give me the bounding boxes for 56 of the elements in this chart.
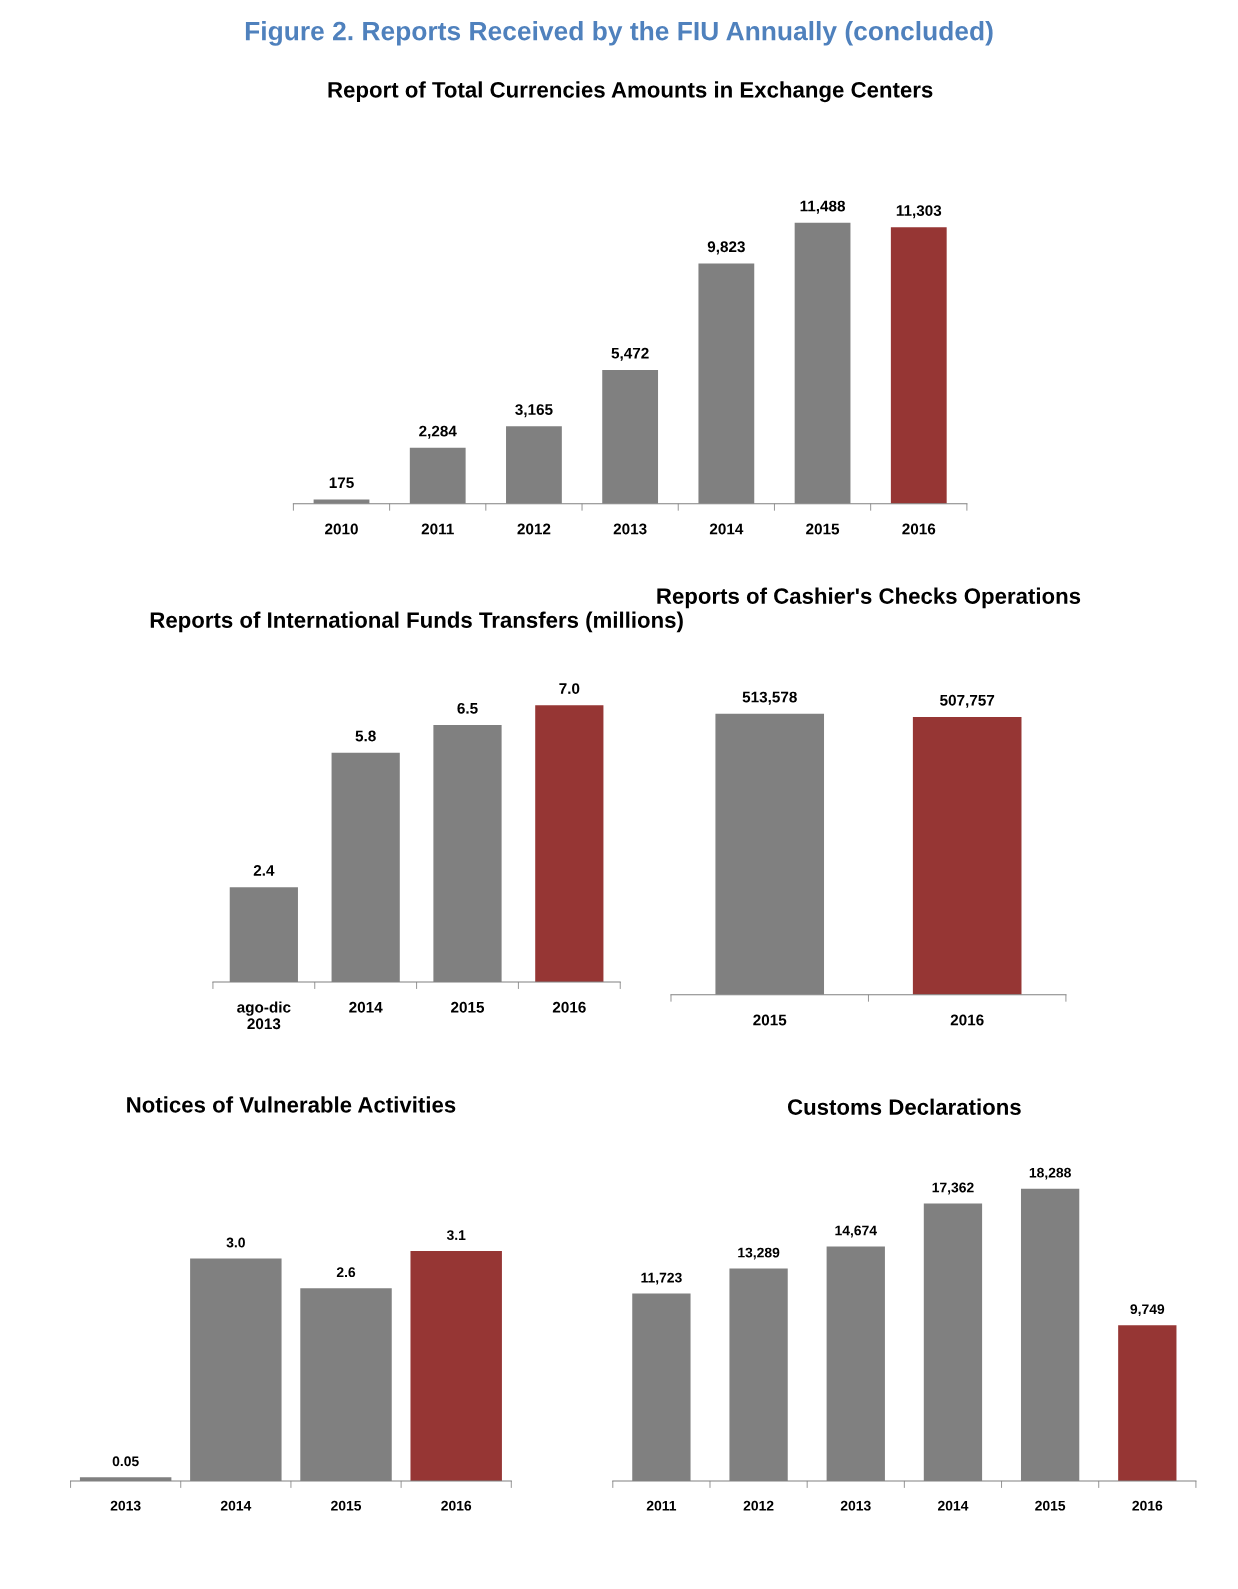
data-label: 2.6 — [336, 1267, 356, 1278]
data-label: 3.1 — [446, 1230, 466, 1241]
data-label: 3.0 — [226, 1237, 245, 1248]
data-label: 9,749 — [1130, 1304, 1165, 1317]
x-tick-label: 2016 — [441, 1500, 472, 1511]
bar — [535, 705, 604, 982]
data-label: 513,578 — [742, 691, 797, 705]
x-tick-label: 2010 — [325, 523, 358, 535]
chart-title: Reports of International Funds Transfers (millions) — [150, 611, 683, 633]
data-label: 2.4 — [253, 864, 275, 876]
x-tick-label: ago-dic 2013 — [237, 1001, 291, 1030]
data-label: 11,488 — [800, 200, 846, 214]
x-tick-label: 2016 — [1132, 1500, 1163, 1511]
data-label: 14,674 — [835, 1225, 877, 1238]
data-label: 11,303 — [896, 205, 942, 219]
data-label: 175 — [329, 477, 354, 489]
x-tick-label: 2013 — [840, 1500, 871, 1511]
x-tick-label: 2012 — [743, 1500, 774, 1511]
data-label: 0.05 — [112, 1456, 139, 1467]
chart-subtitle: Report of Total Currencies Amounts in Exchange Centers — [328, 81, 933, 103]
x-tick-label: 2016 — [552, 1001, 586, 1013]
chart-title: Notices of Vulnerable Activities — [127, 1096, 456, 1113]
x-tick-label: 2015 — [806, 523, 840, 535]
x-tick-label: 2016 — [902, 523, 936, 535]
data-label: 18,288 — [1029, 1167, 1071, 1180]
x-tick-label: 2015 — [753, 1014, 787, 1026]
chart-title: Reports of Cashier's Checks Operations — [657, 587, 1081, 609]
data-label: 2,284 — [419, 425, 457, 439]
x-tick-label: 2011 — [421, 523, 454, 535]
data-label: 3,165 — [515, 404, 553, 418]
data-label: 507,757 — [940, 694, 995, 708]
x-tick-label: 2012 — [517, 523, 551, 535]
x-tick-label: 2013 — [110, 1500, 141, 1511]
chart-title: Figure 2. Reports Received by the FIU Annually (concluded) — [245, 21, 993, 46]
x-tick-label: 2013 — [613, 523, 647, 535]
x-tick-label: 2011 — [646, 1500, 677, 1511]
x-tick-label: 2014 — [937, 1500, 969, 1511]
data-label: 9,823 — [707, 241, 745, 255]
data-label: 5.8 — [355, 730, 376, 742]
x-tick-label: 2015 — [451, 1001, 485, 1013]
bar — [1118, 1325, 1177, 1481]
x-tick-label: 2014 — [709, 523, 744, 535]
data-label: 13,289 — [738, 1247, 780, 1260]
x-tick-label: 2016 — [950, 1014, 984, 1026]
bar — [890, 227, 947, 504]
data-label: 6.5 — [457, 702, 478, 714]
x-tick-label: 2014 — [349, 1001, 383, 1013]
chart-title: Customs Declarations — [787, 1098, 1021, 1115]
x-tick-label: 2015 — [331, 1500, 362, 1511]
data-label: 11,723 — [641, 1272, 682, 1285]
data-label: 7.0 — [559, 683, 580, 694]
bar — [410, 1251, 502, 1481]
data-label: 5,472 — [611, 347, 649, 361]
x-tick-label: 2015 — [1035, 1500, 1066, 1511]
x-tick-label: 2014 — [220, 1500, 252, 1511]
data-label: 17,362 — [932, 1182, 974, 1195]
